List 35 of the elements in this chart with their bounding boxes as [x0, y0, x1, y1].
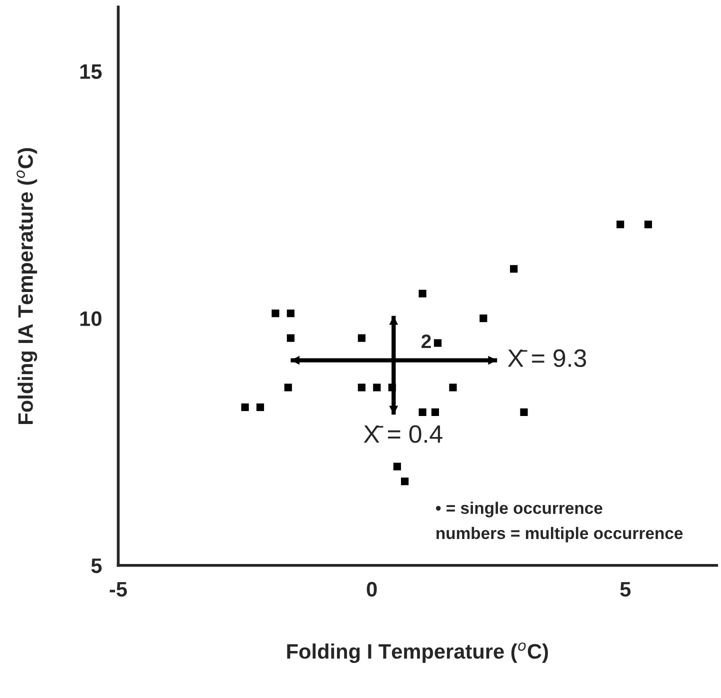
annotation: 2	[422, 334, 431, 348]
point	[418, 408, 426, 416]
point	[373, 384, 381, 392]
point	[520, 408, 528, 416]
point	[286, 334, 294, 342]
annotation: • = single occurrence	[436, 502, 602, 518]
y-tick-label: 15	[80, 64, 102, 79]
point	[256, 403, 264, 412]
point	[284, 384, 292, 392]
x-tick-label: 0	[366, 582, 377, 597]
x-axis-title: Folding I Temperature ($^{o}$C)	[287, 642, 548, 663]
point	[449, 384, 457, 392]
point	[510, 265, 518, 273]
point	[616, 220, 624, 228]
point	[418, 290, 426, 298]
point	[358, 384, 366, 392]
point	[272, 310, 280, 318]
x-tick-label: -5	[110, 582, 127, 597]
annotation: X̄ = 0.4	[364, 425, 442, 443]
y-tick-label: 10	[80, 311, 102, 326]
annotation: X̄ = 9.3	[508, 349, 586, 368]
point	[434, 339, 442, 347]
point	[400, 478, 409, 486]
point	[358, 334, 366, 342]
y-tick-label: 5	[91, 558, 102, 574]
point	[480, 314, 488, 322]
point	[644, 220, 652, 228]
y-axis-title: Folding IA Temperature ($^{o}$C)	[16, 148, 38, 424]
point	[241, 403, 249, 412]
point	[393, 462, 401, 470]
point	[388, 384, 396, 392]
x-tick-label: 5	[620, 582, 631, 597]
point	[431, 408, 440, 416]
point	[286, 310, 294, 318]
annotation: numbers = multiple occurrence	[436, 526, 683, 542]
